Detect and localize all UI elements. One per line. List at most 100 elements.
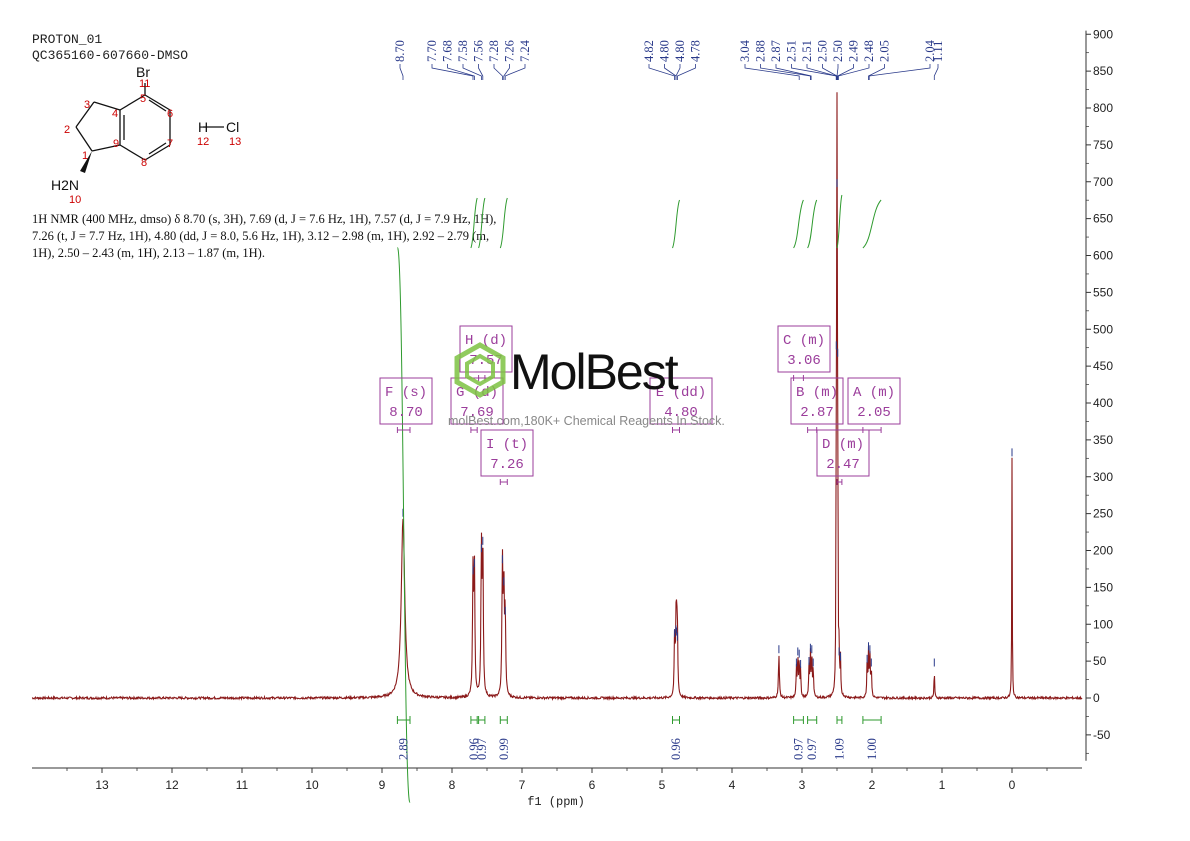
atom-label-cl: Cl [226, 119, 239, 135]
peak-label-connector [822, 64, 838, 80]
x-tick-label: 8 [449, 778, 456, 792]
peak-label: 2.88 [754, 40, 768, 62]
peak-label-connector [677, 64, 696, 80]
atom-number-8: 8 [141, 157, 147, 169]
peak-label-connector [760, 64, 811, 80]
atom-number-4: 4 [112, 108, 118, 120]
peak-label: 7.56 [472, 40, 486, 62]
atom-number-3: 3 [84, 99, 90, 111]
multiplet-box [847, 377, 901, 425]
peak-label-connector [478, 64, 484, 80]
integral-value: 0.97 [805, 738, 819, 760]
multiplet-box [816, 429, 870, 477]
integral-curve [396, 247, 411, 803]
peak-label-connector [836, 64, 839, 80]
integral-curve [672, 199, 680, 249]
multiplet-shift: 7.26 [490, 457, 524, 473]
peak-label-connector [462, 64, 482, 80]
y-tick-label: 450 [1093, 359, 1113, 373]
y-tick-label: 100 [1093, 617, 1113, 631]
multiplet-label: I (t) [486, 437, 528, 453]
peak-label-connector [675, 64, 681, 80]
integral-curve [499, 197, 508, 249]
peak-label-connector [933, 64, 939, 80]
peak-label: 7.28 [487, 40, 501, 62]
multiplet-shift: 4.80 [664, 405, 698, 421]
x-tick-label: 9 [379, 778, 386, 792]
y-tick-label: 800 [1093, 101, 1113, 115]
peak-label: 4.82 [642, 40, 656, 62]
y-tick-label: 550 [1093, 285, 1113, 299]
multiplet-shift: 2.47 [826, 457, 860, 473]
watermark-tagline: molBest.com,180K+ Chemical Reagents In S… [448, 414, 725, 428]
x-tick-label: 3 [799, 778, 806, 792]
atom-number-2: 2 [64, 124, 70, 136]
multiplet-box [777, 325, 831, 373]
peak-label: 7.58 [456, 40, 470, 62]
atom-number-12: 12 [197, 136, 209, 148]
x-axis-label: f1 (ppm) [527, 795, 585, 809]
x-tick-label: 5 [659, 778, 666, 792]
atom-label-br: Br [136, 64, 150, 80]
integral-curve [478, 197, 486, 249]
peak-label: 2.51 [800, 40, 814, 62]
y-tick-label: -50 [1093, 728, 1111, 742]
peak-label: 7.26 [503, 40, 517, 62]
integral-value: 0.97 [475, 738, 489, 760]
integral-curve [862, 199, 882, 249]
atom-label-h: H [198, 119, 208, 135]
watermark-brand: MolBest [510, 344, 679, 400]
peak-label: 2.87 [769, 40, 783, 62]
multiplet-box [459, 325, 513, 373]
peak-label-connector [837, 64, 854, 80]
nmr-description-line-1: 1H NMR (400 MHz, dmso) δ 8.70 (s, 3H), 7… [32, 212, 497, 226]
y-tick-label: 400 [1093, 396, 1113, 410]
multiplet-box [379, 377, 433, 425]
y-tick-label: 900 [1093, 27, 1113, 41]
peak-label-connector [503, 64, 510, 80]
y-tick-label: 50 [1093, 654, 1107, 668]
integral-curve [793, 199, 804, 249]
spectrum-line [31, 92, 1083, 702]
peak-label-connector [775, 64, 812, 80]
integral-value: 2.89 [397, 738, 411, 760]
integral-curve [807, 199, 818, 249]
multiplet-box [649, 377, 713, 425]
peak-label-connector [868, 64, 885, 80]
peak-label-connector [504, 64, 526, 80]
peak-label-connector [838, 64, 870, 80]
multiplet-label: B (m) [796, 385, 838, 401]
peak-label: 1.11 [931, 41, 945, 62]
integral-value: 0.96 [467, 738, 481, 760]
peak-label-connector [868, 64, 931, 80]
multiplet-label: F (s) [385, 385, 427, 401]
atom-number-6: 6 [167, 108, 173, 120]
multiplet-label: C (m) [783, 333, 825, 349]
x-tick-label: 0 [1009, 778, 1016, 792]
x-tick-label: 11 [236, 778, 249, 792]
peak-label-connector [493, 64, 503, 80]
peak-label: 2.04 [923, 39, 937, 62]
peak-label: 2.48 [862, 40, 876, 62]
y-tick-label: 600 [1093, 249, 1113, 263]
peak-label: 7.24 [518, 39, 532, 62]
atom-number-7: 7 [167, 138, 173, 150]
peak-label: 3.04 [738, 39, 752, 62]
peak-label: 7.68 [441, 40, 455, 62]
peak-label: 2.05 [878, 40, 892, 62]
y-tick-label: 500 [1093, 322, 1113, 336]
x-tick-label: 4 [729, 778, 736, 792]
x-tick-label: 6 [589, 778, 596, 792]
peak-label-connector [447, 64, 475, 80]
multiplet-shift: 2.05 [857, 405, 891, 421]
atom-number-13: 13 [229, 136, 241, 148]
multiplet-box [480, 429, 534, 477]
sample-name: QC365160-607660-DMSO [32, 48, 189, 63]
x-tick-label: 13 [95, 778, 109, 792]
x-tick-label: 7 [519, 778, 526, 792]
peak-label: 4.80 [673, 40, 687, 62]
peak-label: 4.78 [689, 40, 703, 62]
multiplet-box [790, 377, 844, 425]
